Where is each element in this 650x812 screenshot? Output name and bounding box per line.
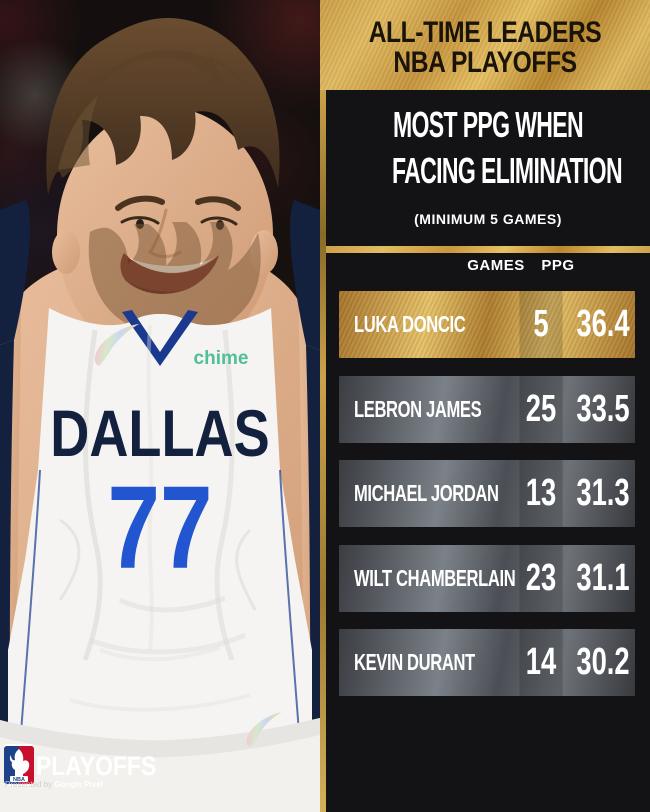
svg-text:PLAYOFFS: PLAYOFFS bbox=[36, 751, 156, 781]
svg-text:chime: chime bbox=[194, 348, 249, 369]
svg-text:DALLAS: DALLAS bbox=[50, 396, 269, 470]
svg-text:77: 77 bbox=[108, 461, 213, 594]
svg-text:Presented by Google Pixel: Presented by Google Pixel bbox=[5, 780, 103, 789]
